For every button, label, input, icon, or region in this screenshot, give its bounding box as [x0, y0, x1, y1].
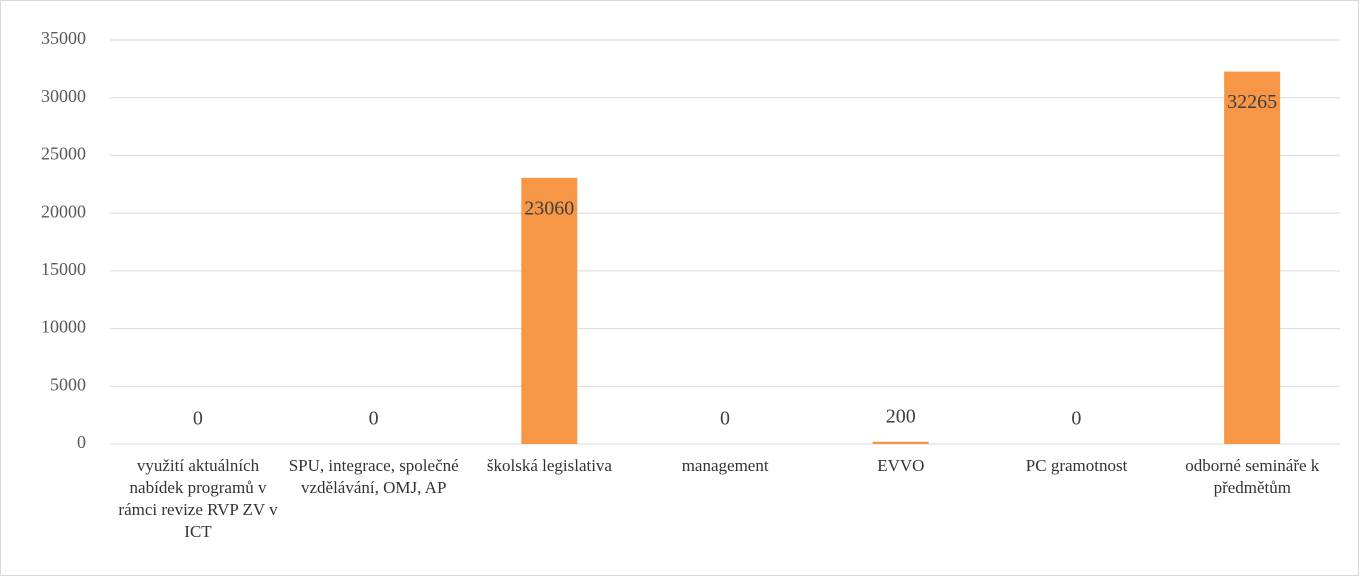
data-label: 32265	[1227, 91, 1277, 113]
y-tick-label: 35000	[41, 28, 86, 48]
x-tick-label: využití aktuálních nabídek programů v rá…	[118, 456, 278, 541]
y-tick-label: 25000	[41, 144, 86, 164]
data-label: 0	[193, 408, 203, 430]
data-label: 0	[720, 408, 730, 430]
x-tick-label: management	[681, 456, 769, 475]
y-tick-label: 10000	[41, 317, 86, 337]
x-tick-label: odborné semináře k předmětům	[1185, 456, 1320, 497]
bar	[872, 441, 929, 444]
x-tick-label: EVVO	[877, 456, 925, 475]
x-tick-label: SPU, integrace, společné vzdělávání, OMJ…	[288, 456, 459, 497]
y-tick-label: 20000	[41, 201, 86, 221]
bar	[521, 177, 578, 444]
y-tick-label: 15000	[41, 259, 86, 279]
x-tick-label: PC gramotnost	[1025, 456, 1128, 475]
data-label: 0	[369, 408, 379, 430]
bar	[1224, 71, 1281, 445]
x-tick-label: školská legislativa	[486, 456, 612, 475]
data-label: 23060	[524, 197, 574, 219]
y-tick-label: 30000	[41, 86, 86, 106]
data-label: 200	[886, 405, 916, 427]
data-label: 0	[1071, 408, 1081, 430]
y-tick-label: 5000	[50, 374, 86, 394]
y-tick-label: 0	[77, 432, 86, 452]
